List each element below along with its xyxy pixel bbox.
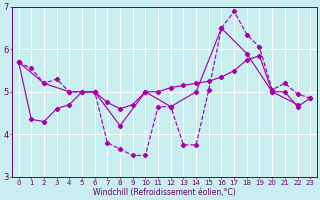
X-axis label: Windchill (Refroidissement éolien,°C): Windchill (Refroidissement éolien,°C) (93, 188, 236, 197)
